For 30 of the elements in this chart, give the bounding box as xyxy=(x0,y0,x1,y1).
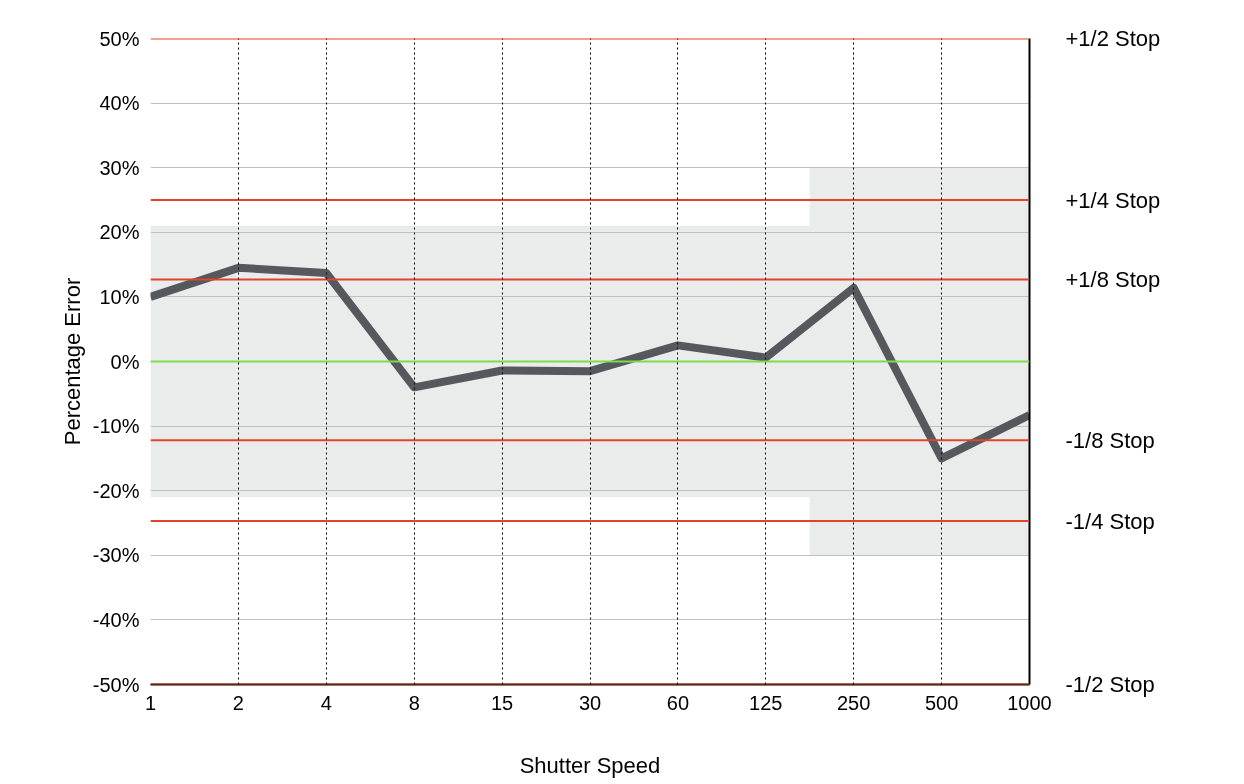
y-tick-label: 20% xyxy=(99,221,140,244)
y-axis-title: Percentage Error xyxy=(59,277,85,446)
ref-line-label: +1/2 Stop xyxy=(1065,26,1161,51)
x-tick-label: 250 xyxy=(837,691,871,714)
y-tick-label: -30% xyxy=(92,544,140,567)
x-tick-label: 1000 xyxy=(1007,691,1052,714)
y-tick-label: -50% xyxy=(92,673,140,696)
y-tick-label: 50% xyxy=(99,27,140,50)
x-tick-label: 15 xyxy=(490,691,514,714)
x-tick-label: 60 xyxy=(666,691,690,714)
y-tick-label: 30% xyxy=(99,156,140,179)
y-tick-label: 40% xyxy=(99,92,140,115)
x-tick-label: 8 xyxy=(408,691,420,714)
ref-line-label: +1/4 Stop xyxy=(1065,187,1161,213)
y-tick-label: -20% xyxy=(92,479,140,502)
ref-line-label: -1/4 Stop xyxy=(1065,508,1155,534)
ref-line-label: -1/8 Stop xyxy=(1065,427,1155,453)
y-tick-label: -10% xyxy=(92,415,140,438)
x-tick-label: 500 xyxy=(924,691,959,714)
x-tick-label: 30 xyxy=(578,691,602,714)
ref-line-label: +1/8 Stop xyxy=(1065,266,1161,292)
y-tick-label: -40% xyxy=(92,608,140,631)
x-tick-label: 4 xyxy=(320,691,332,714)
x-axis-title: Shutter Speed xyxy=(519,752,661,778)
x-tick-label: 1 xyxy=(144,691,157,714)
ref-line-label: -1/2 Stop xyxy=(1065,672,1155,697)
x-tick-label: 125 xyxy=(749,691,783,714)
y-tick-label: 0% xyxy=(110,350,140,373)
y-tick-label: 10% xyxy=(99,285,140,308)
x-tick-label: 2 xyxy=(232,691,244,714)
